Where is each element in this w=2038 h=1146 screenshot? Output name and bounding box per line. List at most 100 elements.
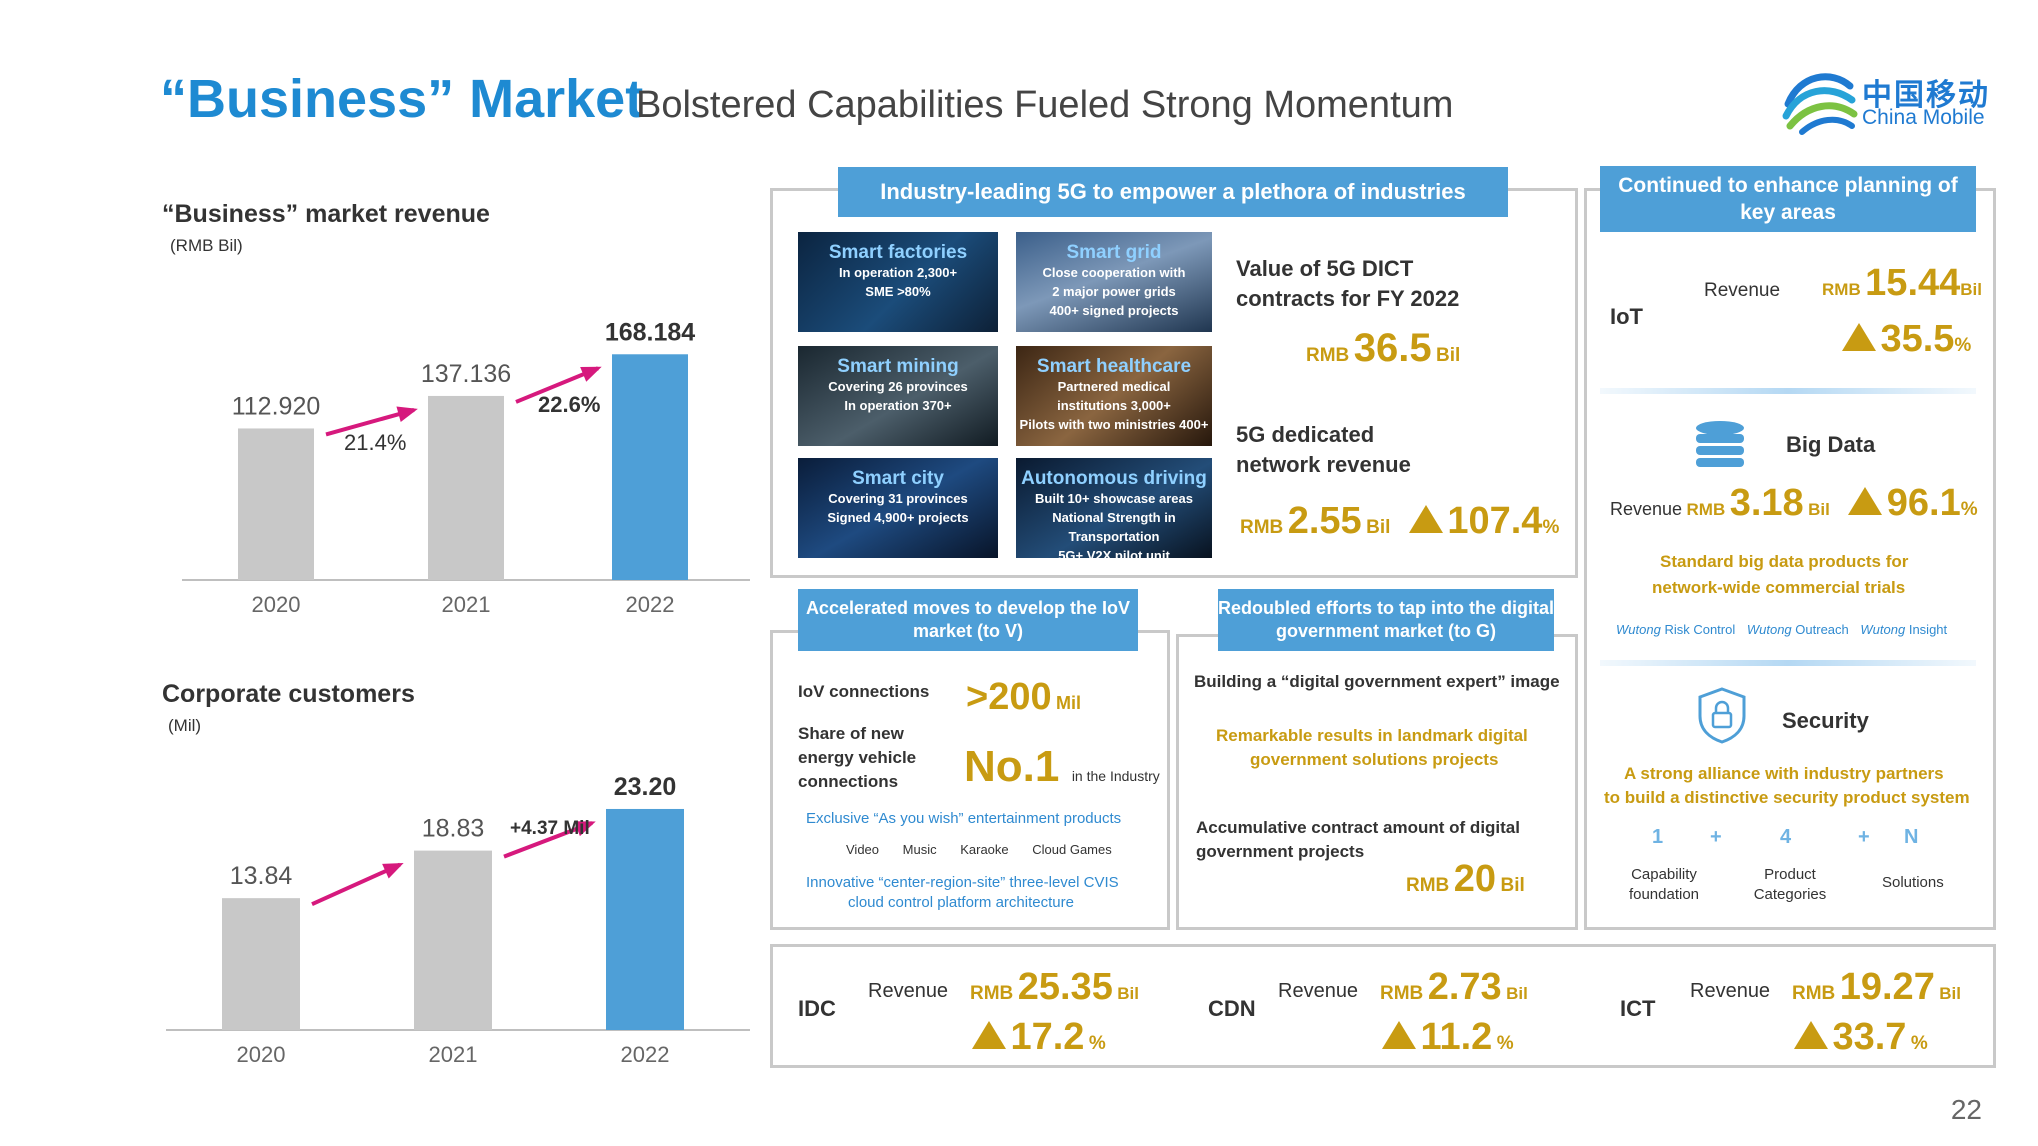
strip-growth-group: 17.2 %: [972, 1016, 1106, 1059]
logo-chinese-text: 中国移动: [1862, 79, 1990, 112]
dict-value: 36.5: [1353, 326, 1432, 370]
net-growth-unit: %: [1542, 517, 1560, 538]
chart-bar: [428, 395, 504, 580]
wutong-brand-2: Wutong: [1746, 622, 1792, 637]
security-num-n: N: [1904, 826, 1919, 848]
strip-unit: Bil: [1117, 984, 1140, 1003]
industry-tile-line: Partnered medical: [1057, 379, 1171, 394]
security-plus-2: +: [1858, 826, 1870, 848]
iov-cvis-2: cloud control platform architecture: [848, 894, 1074, 911]
strip-growth-unit: %: [1496, 1033, 1514, 1054]
gov-results-1: Remarkable results in landmark digital: [1216, 726, 1528, 745]
industry-tile: Autonomous driving Built 10+ showcase are…: [1016, 458, 1212, 558]
industry-tile-title: Smart city: [852, 468, 944, 489]
iot-growth: 35.5: [1880, 318, 1955, 360]
key-areas-heading: Continued to enhance planning of key are…: [1600, 166, 1976, 232]
bigdata-growth-unit: %: [1960, 499, 1978, 520]
net-rmb: RMB: [1240, 517, 1284, 538]
strip-item-label: IDC: [798, 996, 836, 1021]
iov-conn-group: >200 Mil: [966, 676, 1081, 719]
strip-value-group: RMB 2.73 Bil: [1380, 966, 1528, 1009]
gov-rmb: RMB: [1406, 875, 1450, 896]
iov-conn-value: >200: [966, 676, 1052, 718]
page-number: 22: [1950, 1094, 1982, 1125]
bigdata-growth: 96.1: [1886, 482, 1961, 524]
strip-revenue-label: Revenue: [1278, 980, 1359, 1002]
net-unit: Bil: [1366, 517, 1391, 538]
revenue-chart-title: “Business” market revenue: [162, 200, 490, 228]
industry-tile-line: SME >80%: [865, 283, 931, 299]
china-mobile-logo-icon: [1782, 73, 1858, 135]
security-plus-1: +: [1710, 826, 1722, 848]
industry-tile-line: Built 10+ showcase areas: [1035, 491, 1193, 506]
security-desc-2: to build a distinctive security product …: [1604, 788, 1970, 807]
industry-tile-title: Smart factories: [828, 242, 968, 263]
strip-item-label: ICT: [1620, 996, 1656, 1021]
industry-tile-line: institutions 3,000+: [1057, 397, 1171, 413]
industry-tile: Smart mining Covering 26 provinces In oper…: [798, 346, 998, 446]
iov-conn-unit: Mil: [1056, 693, 1082, 713]
strip-revenue-label: Revenue: [1690, 980, 1771, 1002]
dict-label-2: contracts for FY 2022: [1236, 286, 1460, 311]
bigdata-rmb: RMB: [1686, 500, 1726, 519]
logo-english-text: China Mobile: [1862, 106, 1985, 129]
strip-value: 19.27: [1839, 966, 1935, 1008]
chart-x-tick-label: 2022: [621, 1042, 670, 1067]
iot-value: 15.44: [1865, 262, 1961, 304]
strip-rmb: RMB: [970, 983, 1014, 1004]
iov-panel-heading: Accelerated moves to develop the IoV mar…: [798, 589, 1138, 651]
industry-tile: Smart grid Close cooperation with 2 major …: [1016, 232, 1212, 332]
industry-panel-heading: Industry-leading 5G to empower a plethor…: [838, 167, 1508, 217]
security-shield-icon: [1698, 687, 1746, 744]
iov-product-karaoke: Karaoke: [960, 842, 1009, 857]
customers-increase: +4.37 Mil: [510, 818, 590, 840]
strip-growth: 11.2: [1420, 1016, 1493, 1058]
iov-conn-label: IoV connections: [798, 682, 930, 701]
chart-bar: [238, 428, 314, 580]
customers-chart-title: Corporate customers: [162, 680, 415, 708]
growth-arrow-icon: [311, 862, 404, 906]
chart-value-label: 23.20: [614, 773, 677, 801]
iot-growth-unit: %: [1954, 335, 1972, 356]
sec-prod-2: Categories: [1753, 886, 1827, 903]
up-triangle-icon: [1848, 487, 1883, 515]
up-triangle-icon: [1382, 1021, 1416, 1049]
customers-chart-unit: (Mil): [168, 716, 202, 735]
page-subtitle: Bolstered Capabilities Fueled Strong Mom…: [636, 84, 1454, 126]
industry-tile-line: In operation 370+: [844, 397, 952, 413]
iot-unit: Bil: [1960, 280, 1982, 299]
security-num-1: 1: [1652, 826, 1664, 848]
bigdata-value-group: Revenue RMB 3.18 Bil 96.1%: [1610, 482, 1978, 525]
iot-divider: [1600, 388, 1976, 394]
strip-growth-group: 11.2 %: [1382, 1016, 1514, 1059]
iot-revenue-label: Revenue: [1704, 280, 1781, 301]
strip-value-group: RMB 25.35 Bil: [970, 966, 1139, 1009]
iov-share-group: No.1 in the Industry: [964, 742, 1160, 792]
industry-tile-line: Pilots with two ministries 400+: [1019, 416, 1209, 432]
dict-label-1: Value of 5G DICT: [1236, 256, 1414, 281]
up-triangle-icon: [1842, 323, 1876, 351]
industry-tile-line: Covering 31 provinces: [828, 491, 968, 506]
strip-value: 25.35: [1017, 966, 1113, 1008]
iov-product-cloud-games: Cloud Games: [1032, 842, 1112, 857]
sec-prod-1: Product: [1764, 866, 1816, 883]
industry-tile-line: 400+ signed projects: [1049, 302, 1179, 318]
industry-tile-line: In operation 2,300+: [838, 265, 958, 280]
up-triangle-icon: [1794, 1021, 1828, 1049]
industry-tile-title: Smart grid: [1066, 242, 1162, 263]
up-triangle-icon: [972, 1021, 1006, 1049]
iov-product-video: Video: [846, 842, 880, 857]
iov-products: Video Music Karaoke Cloud Games: [846, 842, 1112, 857]
gov-value: 20: [1453, 858, 1497, 900]
bigdata-desc-2: network-wide commercial trials: [1652, 578, 1906, 597]
bigdata-divider: [1600, 660, 1976, 666]
chart-x-tick-label: 2021: [442, 592, 491, 617]
industry-tile-line: 5G+ V2X pilot unit: [1058, 547, 1170, 558]
chart-value-label: 137.136: [421, 360, 511, 388]
gov-image-text: Building a “digital government expert” i…: [1194, 672, 1560, 691]
iov-share-suffix: in the Industry: [1071, 768, 1160, 784]
strip-unit: Bil: [1939, 984, 1962, 1003]
iov-product-music: Music: [902, 842, 937, 857]
growth-arrow-icon: [503, 821, 596, 859]
security-desc-1: A strong alliance with industry partners: [1624, 764, 1944, 783]
